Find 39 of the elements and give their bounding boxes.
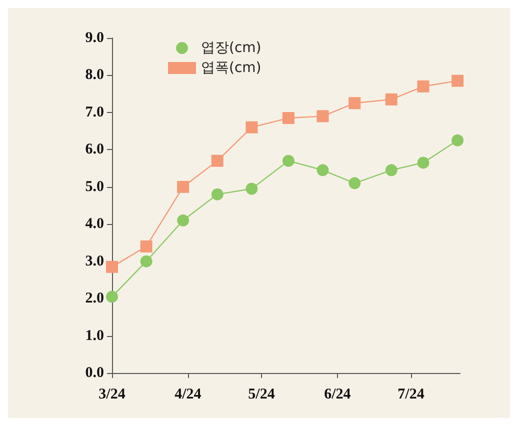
x-tick-label: 3/24 (98, 386, 126, 402)
point (417, 156, 430, 169)
y-tick-label: 8.0 (85, 67, 104, 84)
y-tick-label: 3.0 (85, 253, 104, 270)
point (140, 255, 152, 268)
x-tick-label: 5/24 (248, 386, 276, 402)
x-tick-label: 4/24 (174, 386, 202, 402)
y-tick-label: 0.0 (85, 365, 104, 381)
point (140, 240, 152, 252)
x-tick-label: 6/24 (324, 386, 352, 402)
legend-label: 엽폭(cm) (201, 60, 262, 76)
point (106, 260, 118, 273)
y-tick-label: 4.0 (85, 216, 104, 232)
point (348, 177, 361, 190)
y-tick-label: 9.0 (85, 30, 104, 46)
x-tick-label: 7/24 (398, 386, 425, 402)
legend-label: 엽장(cm) (201, 40, 262, 56)
point (385, 164, 398, 176)
y-tick-label: 2.0 (85, 290, 104, 307)
y-tick-label: 1.0 (85, 328, 104, 344)
point (385, 93, 398, 106)
point (177, 180, 190, 193)
point (316, 110, 329, 122)
point (316, 164, 329, 176)
y-tick-label: 5.0 (85, 178, 104, 195)
y-tick-label: 7.0 (85, 104, 104, 120)
point (452, 74, 464, 87)
point (348, 97, 361, 110)
point (211, 188, 224, 200)
point (452, 134, 464, 146)
point (417, 80, 430, 92)
point (106, 290, 118, 303)
point (282, 154, 294, 167)
point (211, 154, 224, 167)
point (246, 182, 258, 195)
point (177, 214, 190, 226)
y-tick-label: 6.0 (85, 142, 104, 158)
point (246, 121, 258, 134)
point (282, 112, 294, 124)
